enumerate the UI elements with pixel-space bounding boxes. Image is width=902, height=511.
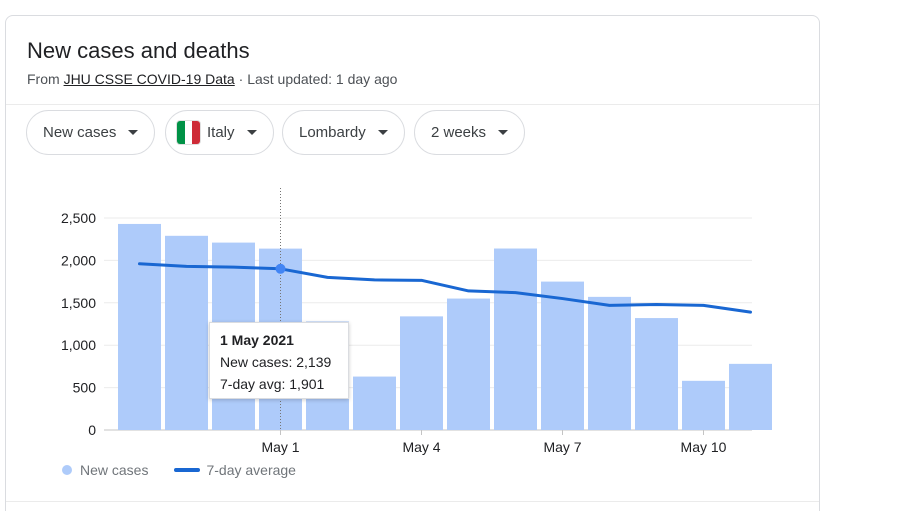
y-tick-label: 2,500: [61, 210, 96, 226]
y-tick-label: 1,000: [61, 337, 96, 353]
region-dropdown-label: Lombardy: [299, 124, 366, 141]
flag-stripe-green: [177, 121, 185, 144]
x-tick-label: May 1: [261, 439, 299, 455]
caret-down-icon: [246, 130, 257, 135]
range-dropdown[interactable]: 2 weeks: [414, 110, 526, 155]
country-dropdown[interactable]: Italy: [165, 110, 274, 155]
bar-apr-28: [118, 223, 161, 430]
caret-down-icon: [498, 130, 509, 135]
legend-line-label: 7-day average: [206, 462, 296, 478]
legend-bars-label: New cases: [80, 462, 149, 478]
y-tick-label: 2,000: [61, 252, 96, 268]
flag-stripe-white: [184, 121, 193, 144]
header-divider: [6, 104, 819, 105]
flag-stripe-red: [192, 121, 200, 144]
bottom-divider: [6, 501, 819, 502]
source-link[interactable]: JHU CSSE COVID-19 Data: [63, 71, 235, 87]
source-prefix: From: [27, 71, 64, 87]
x-tick-label: May 10: [681, 439, 727, 455]
bar-may-8: [588, 296, 631, 430]
card-title: New cases and deaths: [27, 38, 250, 63]
tooltip-cases: New cases: 2,139: [220, 354, 332, 370]
highlight-point: [275, 263, 286, 274]
range-dropdown-label: 2 weeks: [431, 124, 487, 141]
chart-legend: New cases 7-day average: [62, 462, 296, 478]
bar-apr-29: [165, 235, 208, 430]
bar-may-11: [729, 363, 772, 430]
bar-may-3: [353, 376, 396, 430]
bar-may-7: [541, 281, 584, 430]
metric-dropdown-label: New cases: [43, 124, 117, 141]
y-tick-label: 0: [88, 422, 96, 438]
subtitle-separator: ·: [234, 71, 248, 87]
last-updated: Last updated: 1 day ago: [247, 71, 398, 87]
tooltip-average: 7-day avg: 1,901: [220, 376, 325, 392]
country-dropdown-label: Italy: [207, 124, 235, 141]
chart-tooltip: 1 May 2021 New cases: 2,139 7-day avg: 1…: [209, 322, 349, 399]
average-line: [138, 262, 752, 314]
x-tick-label: May 4: [402, 439, 440, 455]
y-tick-label: 1,500: [61, 295, 96, 311]
bar-may-9: [635, 318, 678, 430]
bar-may-5: [447, 298, 490, 430]
metric-dropdown[interactable]: New cases: [26, 110, 156, 155]
region-dropdown[interactable]: Lombardy: [282, 110, 405, 155]
bar-may-10: [682, 380, 725, 430]
bar-may-6: [494, 248, 537, 430]
card-subtitle: From JHU CSSE COVID-19 Data · Last updat…: [27, 71, 397, 87]
tooltip-date: 1 May 2021: [220, 332, 294, 348]
caret-down-icon: [128, 130, 139, 135]
bar-may-4: [400, 316, 443, 430]
legend-bar-swatch: [62, 465, 72, 475]
legend-line-swatch: [174, 468, 201, 472]
x-tick-label: May 7: [543, 439, 581, 455]
italy-flag-icon: [176, 120, 201, 145]
caret-down-icon: [377, 130, 388, 135]
y-tick-label: 500: [73, 380, 97, 396]
